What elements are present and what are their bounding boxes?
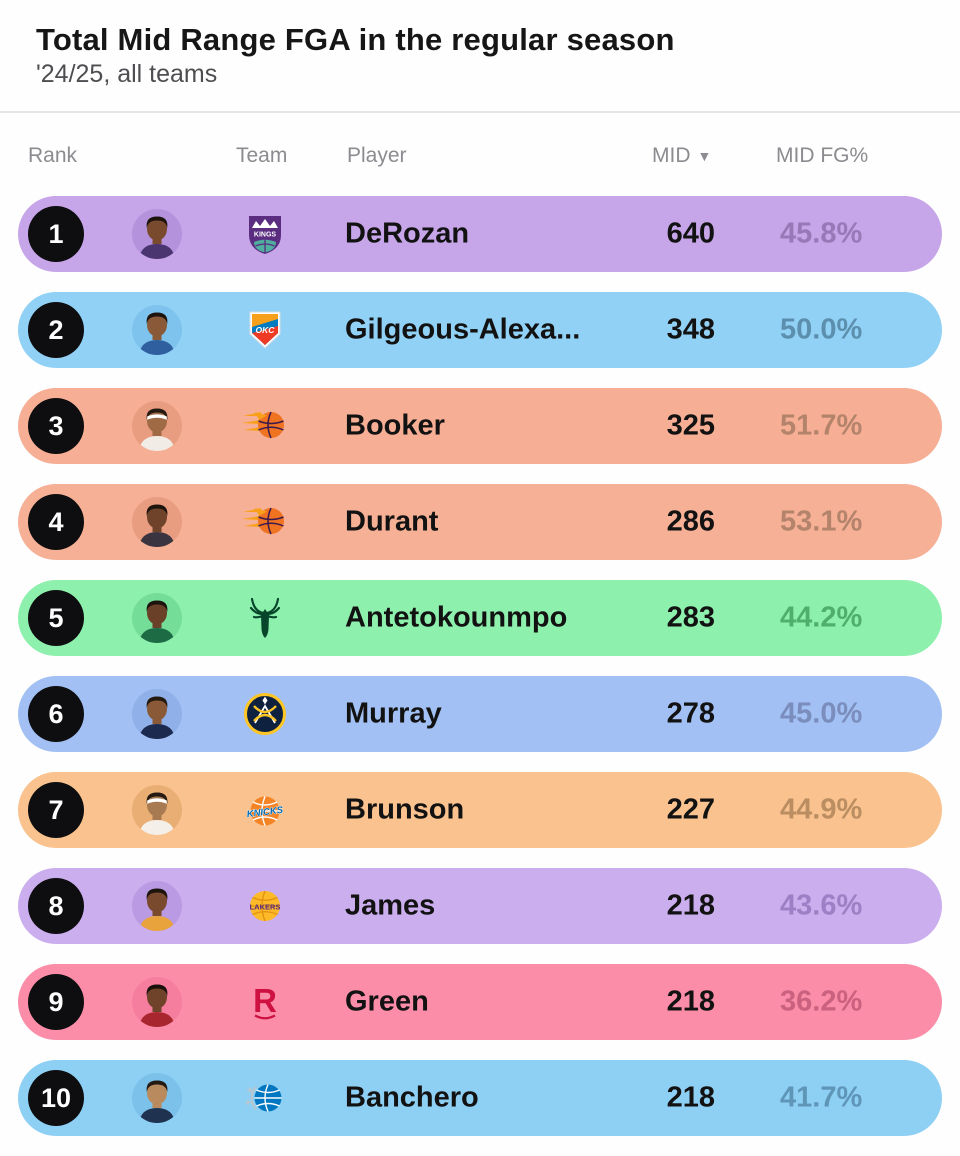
rank-number: 9 <box>48 986 64 1017</box>
mid-value: 640 <box>666 217 715 250</box>
player-name: Antetokounmpo <box>345 601 568 634</box>
table-row[interactable]: 1 KINGS DeRozan 640 45.8% <box>18 196 942 272</box>
player-avatar <box>132 209 182 259</box>
rank-badge: 10 <box>28 1070 84 1126</box>
player-avatar <box>132 977 182 1027</box>
rank-number: 3 <box>48 410 64 441</box>
mid-fg-value: 51.7% <box>780 409 863 442</box>
rank-number: 1 <box>48 218 64 249</box>
svg-text:LAKERS: LAKERS <box>250 903 281 912</box>
team-logo-nuggets-icon <box>242 691 288 737</box>
table-row[interactable]: 4 Durant 286 53.1% <box>18 484 942 560</box>
team-logo-magic-icon <box>242 1075 288 1121</box>
svg-text:KNICKS: KNICKS <box>246 805 284 820</box>
rank-badge: 9 <box>28 974 84 1030</box>
mid-fg-value: 36.2% <box>780 985 863 1018</box>
mid-fg-value: 44.2% <box>780 601 863 634</box>
rank-number: 7 <box>48 794 64 825</box>
page-subtitle: '24/25, all teams <box>36 60 218 88</box>
player-name: Durant <box>345 505 439 538</box>
column-header-mid-fg[interactable]: MID FG% <box>776 144 869 167</box>
rows: 1 KINGS DeRozan 640 45.8% 2 OKC Gilgeous… <box>18 196 942 1156</box>
mid-value: 286 <box>666 505 715 538</box>
mid-value: 218 <box>666 1081 715 1114</box>
player-name: Booker <box>345 409 445 442</box>
rank-number: 10 <box>40 1082 72 1113</box>
rank-badge: 8 <box>28 878 84 934</box>
mid-value: 218 <box>666 889 715 922</box>
player-avatar <box>132 785 182 835</box>
team-logo-lakers-icon: LAKERS <box>242 883 288 929</box>
player-name: DeRozan <box>345 217 470 250</box>
column-header-rank[interactable]: Rank <box>28 144 78 167</box>
player-name: Gilgeous-Alexa... <box>345 313 581 346</box>
header-divider <box>0 111 960 113</box>
team-logo-kings-icon: KINGS <box>242 211 288 257</box>
player-name: Murray <box>345 697 442 730</box>
player-name: Green <box>345 985 429 1018</box>
player-avatar <box>132 689 182 739</box>
team-logo-thunder-icon: OKC <box>242 307 288 353</box>
mid-value: 283 <box>666 601 715 634</box>
mid-value: 278 <box>666 697 715 730</box>
rank-badge: 4 <box>28 494 84 550</box>
rank-number: 6 <box>48 698 64 729</box>
column-header-mid[interactable]: MID ▼ <box>652 144 711 168</box>
mid-fg-value: 53.1% <box>780 505 863 538</box>
table-row[interactable]: 6 Murray 278 45.0% <box>18 676 942 752</box>
player-avatar <box>132 497 182 547</box>
player-avatar <box>132 881 182 931</box>
mid-fg-value: 41.7% <box>780 1081 863 1114</box>
rank-number: 2 <box>48 314 64 345</box>
rank-number: 4 <box>48 506 64 537</box>
svg-text:OKC: OKC <box>256 325 276 335</box>
mid-value: 218 <box>666 985 715 1018</box>
svg-text:KINGS: KINGS <box>254 232 277 239</box>
sort-descending-icon: ▼ <box>697 148 712 164</box>
mid-fg-value: 44.9% <box>780 793 863 826</box>
player-avatar <box>132 401 182 451</box>
rank-badge: 3 <box>28 398 84 454</box>
team-logo-rockets-icon: R <box>242 979 288 1025</box>
rank-badge: 7 <box>28 782 84 838</box>
table-row[interactable]: 10 Banchero 218 41.7% <box>18 1060 942 1136</box>
column-header-mid-label: MID <box>652 144 691 167</box>
team-logo-suns-icon <box>242 403 288 449</box>
rank-number: 5 <box>48 602 64 633</box>
table-row[interactable]: 8 LAKERS James 218 43.6% <box>18 868 942 944</box>
column-header-team[interactable]: Team <box>236 144 288 167</box>
mid-value: 325 <box>666 409 715 442</box>
svg-text:R: R <box>253 982 277 1019</box>
team-logo-bucks-icon <box>242 595 288 641</box>
rank-number: 8 <box>48 890 64 921</box>
player-avatar <box>132 1073 182 1123</box>
mid-value: 227 <box>666 793 715 826</box>
rank-badge: 6 <box>28 686 84 742</box>
table-row[interactable]: 2 OKC Gilgeous-Alexa... 348 50.0% <box>18 292 942 368</box>
team-logo-knicks-icon: KNICKS <box>242 787 288 833</box>
table-row[interactable]: 5 Antetokounmpo 283 44.2% <box>18 580 942 656</box>
mid-value: 348 <box>666 313 715 346</box>
table-row[interactable]: 3 Booker 325 51.7% <box>18 388 942 464</box>
player-avatar <box>132 305 182 355</box>
player-name: Brunson <box>345 793 465 826</box>
mid-fg-value: 45.8% <box>780 217 863 250</box>
player-avatar <box>132 593 182 643</box>
column-header-player[interactable]: Player <box>347 144 407 167</box>
rank-badge: 2 <box>28 302 84 358</box>
mid-fg-value: 50.0% <box>780 313 863 346</box>
player-name: Banchero <box>345 1081 479 1114</box>
mid-fg-value: 45.0% <box>780 697 863 730</box>
rank-badge: 5 <box>28 590 84 646</box>
table-row[interactable]: 9 R Green 218 36.2% <box>18 964 942 1040</box>
column-headers: Rank Team Player MID ▼ MID FG% <box>0 144 960 172</box>
mid-fg-value: 43.6% <box>780 889 863 922</box>
rank-badge: 1 <box>28 206 84 262</box>
table-row[interactable]: 7 KNICKS Brunson 227 44.9% <box>18 772 942 848</box>
team-logo-suns-icon <box>242 499 288 545</box>
page-title: Total Mid Range FGA in the regular seaso… <box>36 22 675 57</box>
player-name: James <box>345 889 436 922</box>
